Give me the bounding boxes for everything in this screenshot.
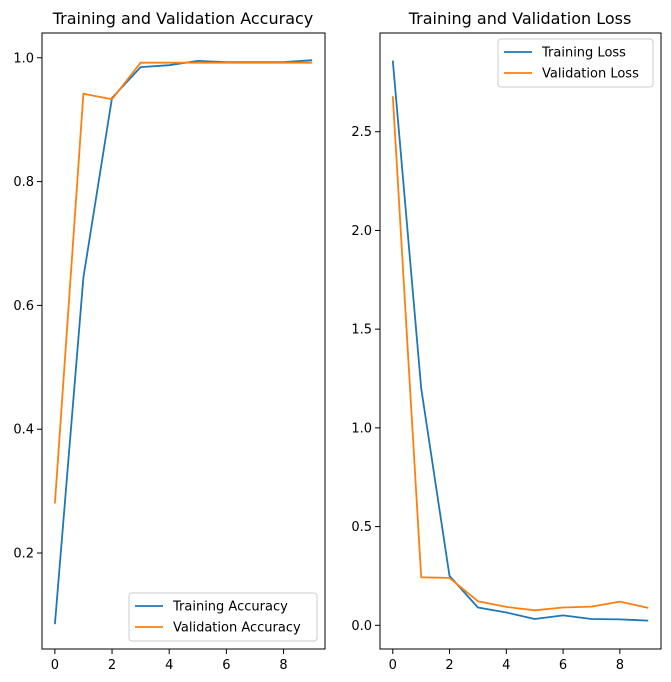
- loss-chart-marks: 0 2 4 6 8 0.0 0.5 1.0 1.5 2.0 2.5 Training Loss Vali…: [351, 32, 662, 673]
- accuracy-x-tick-label: 6: [222, 658, 230, 673]
- accuracy-legend: Training Accuracy Validation Accuracy: [128, 592, 318, 642]
- loss-legend-label: Validation Loss: [542, 67, 639, 82]
- accuracy-x-tick-label: 2: [108, 658, 116, 673]
- loss-legend-label: Training Loss: [541, 46, 626, 61]
- accuracy-chart: Training and Validation Accuracy 0 2 4 6 8 0.…: [13, 9, 326, 673]
- loss-x-tick-label: 8: [616, 658, 624, 673]
- loss-y-tick-label: 0.0: [351, 619, 372, 634]
- accuracy-y-tick-label: 0.2: [13, 547, 34, 562]
- loss-y-tick-label: 0.5: [351, 520, 372, 535]
- loss-x-tick-label: 4: [502, 658, 510, 673]
- loss-y-tick-label: 1.0: [351, 421, 372, 436]
- loss-series-line-training-loss: [391, 60, 649, 622]
- accuracy-legend-label: Validation Accuracy: [173, 621, 301, 636]
- loss-legend: Training Loss Validation Loss: [497, 38, 654, 88]
- accuracy-y-tick-label: 0.6: [13, 299, 34, 314]
- accuracy-x-tick-label: 4: [165, 658, 173, 673]
- accuracy-series-line-training-accuracy: [54, 59, 313, 625]
- loss-chart: Training and Validation Loss 0 2 4 6 8 0.0 0.5…: [351, 9, 662, 673]
- loss-x-tick-label: 2: [445, 658, 453, 673]
- loss-y-tick-label: 2.5: [351, 125, 372, 140]
- accuracy-legend-label: Training Accuracy: [172, 600, 288, 615]
- accuracy-series-line-validation-accuracy: [54, 61, 313, 504]
- accuracy-legend-box: [128, 592, 318, 642]
- accuracy-y-tick-label: 0.4: [13, 423, 34, 438]
- loss-series-line-validation-loss: [391, 96, 649, 612]
- loss-y-tick-label: 1.5: [351, 323, 372, 338]
- accuracy-chart-marks: 0 2 4 6 8 0.2 0.4 0.6 0.8 1.0 Training Accuracy Val…: [13, 32, 326, 673]
- loss-plot-frame: [379, 32, 662, 650]
- loss-chart-title: Training and Validation Loss: [408, 9, 632, 28]
- loss-y-tick-label: 2.0: [351, 224, 372, 239]
- accuracy-chart-title: Training and Validation Accuracy: [52, 9, 314, 28]
- accuracy-y-tick-label: 0.8: [13, 175, 34, 190]
- accuracy-x-tick-label: 0: [51, 658, 59, 673]
- loss-legend-box: [497, 38, 654, 88]
- loss-x-tick-label: 6: [559, 658, 567, 673]
- loss-x-tick-label: 0: [389, 658, 397, 673]
- accuracy-x-tick-label: 8: [279, 658, 287, 673]
- accuracy-y-tick-label: 1.0: [13, 51, 34, 66]
- accuracy-plot-frame: [41, 32, 326, 650]
